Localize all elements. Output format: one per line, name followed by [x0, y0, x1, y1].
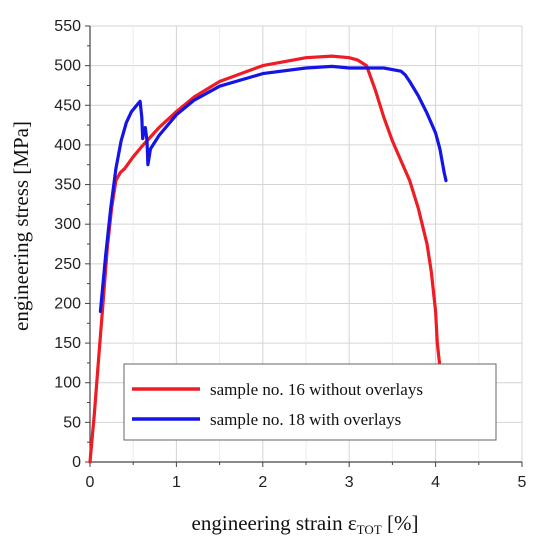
y-tick-label: 200 — [54, 295, 81, 312]
y-tick-label: 400 — [54, 137, 81, 154]
y-tick-label: 350 — [54, 177, 81, 194]
y-tick-label: 550 — [54, 18, 81, 35]
x-tick-label: 2 — [258, 474, 267, 491]
x-tick-label: 5 — [518, 474, 527, 491]
series-layer — [88, 54, 448, 464]
y-tick-label: 450 — [54, 97, 81, 114]
legend-label-1: sample no. 16 without overlays — [210, 380, 423, 399]
legend-box — [123, 363, 497, 441]
legend-label-2: sample no. 18 with overlays — [210, 410, 401, 429]
y-tick-label: 100 — [54, 375, 81, 392]
legend: sample no. 16 without overlays sample no.… — [123, 363, 497, 441]
x-tick-label: 0 — [86, 474, 95, 491]
y-axis-title: engineering stress [MPa] — [9, 121, 33, 331]
y-tick-label: 0 — [72, 454, 81, 471]
x-tick-label: 4 — [431, 474, 440, 491]
y-tick-label: 500 — [54, 58, 81, 75]
y-tick-label: 250 — [54, 256, 81, 273]
x-tick-label: 1 — [172, 474, 181, 491]
y-tick-label: 50 — [63, 414, 81, 431]
y-tick-label: 300 — [54, 216, 81, 233]
y-tick-label: 150 — [54, 335, 81, 352]
series-line-2 — [98, 64, 448, 313]
x-tick-label: 3 — [345, 474, 354, 491]
x-axis-title: engineering strain εTOT [%] — [192, 511, 419, 537]
